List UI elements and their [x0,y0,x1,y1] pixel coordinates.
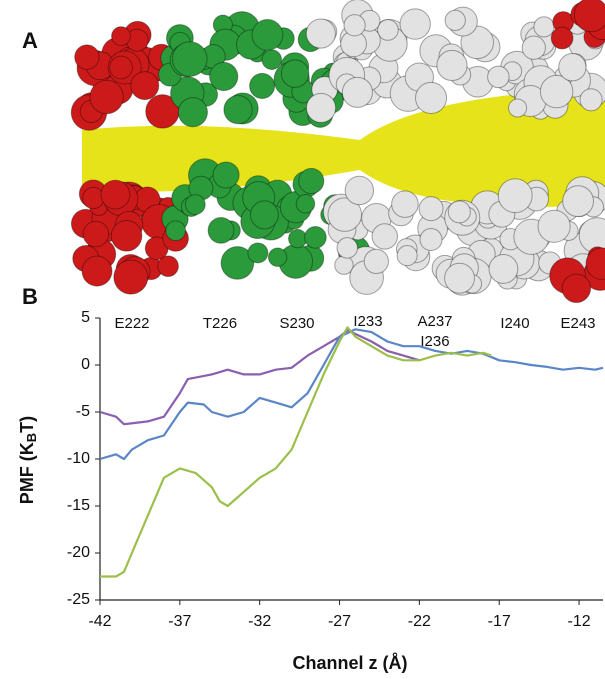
y-axis-title: PMF (KBT) [17,416,40,504]
atom [268,248,286,266]
atom [416,82,447,113]
atom [296,195,315,214]
pmf-line [100,329,603,459]
y-tick-label: -15 [67,497,90,514]
atom [563,186,594,217]
panel-label: B [22,284,38,309]
atom [83,187,104,208]
atom [437,50,467,80]
atom [378,20,399,41]
atom [345,176,373,204]
atom [131,72,159,100]
y-axis-title-sub: B [24,433,39,442]
atom [498,179,532,213]
atom [299,168,324,193]
atom [112,27,131,46]
atom [534,17,554,37]
atom [562,274,590,302]
y-tick-label: -5 [76,403,90,420]
atom [75,45,99,69]
y-tick-label: 5 [81,309,90,326]
x-tick-label: -22 [408,613,431,630]
atom [420,229,442,251]
residue-label: S230 [279,315,314,332]
atom [419,197,443,221]
atom [110,56,133,79]
atom [364,249,388,273]
x-tick-label: -37 [168,613,191,630]
atom [574,0,605,32]
atom [185,195,205,215]
atom [397,246,417,266]
atom [83,221,108,246]
atom [344,15,365,36]
atom [251,201,279,229]
atom [172,42,207,77]
atom [538,210,570,242]
atom [114,260,148,294]
atom [166,221,186,241]
atom [489,255,518,284]
atom [262,50,282,70]
residue-label: E243 [560,315,595,332]
y-tick-label: 0 [81,356,90,373]
y-axis-title-part: T) [17,416,37,433]
atom [400,9,430,39]
y-tick-label: -25 [67,591,90,608]
pmf-line [100,330,419,424]
atom [252,20,283,51]
atom [522,36,545,59]
atom [372,224,397,249]
atom [208,217,234,243]
residue-label: I233 [353,313,382,330]
atom [337,238,357,258]
atom [178,98,207,127]
atom [306,93,335,122]
atom [248,243,268,263]
residue-label: A237 [417,313,452,330]
figure: A B Channel z (Å) PMF (KBT) 50-5-10-15-2… [0,0,605,679]
atom [509,99,527,117]
atom [392,191,419,218]
x-tick-label: -27 [328,613,351,630]
atom [281,60,308,87]
atom [289,230,307,248]
molecular-render [71,0,605,303]
y-tick-label: -10 [67,450,90,467]
atom [90,80,123,113]
y-axis-title-part: PMF (K [17,442,37,504]
residue-label: I240 [500,315,529,332]
atom [488,66,509,87]
y-tick-label: -20 [67,544,90,561]
atom [445,263,475,293]
x-tick-label: -42 [88,613,111,630]
atom [559,54,586,81]
atom [445,10,465,30]
atom [306,19,335,48]
atom [101,180,130,209]
x-tick-label: -12 [567,613,590,630]
atom [250,73,275,98]
atom [551,27,573,49]
residue-label: T226 [203,315,237,332]
x-tick-label: -17 [488,613,511,630]
atom [342,77,372,107]
x-tick-label: -32 [248,613,271,630]
atom [82,256,112,286]
atom [224,96,252,124]
atom [580,89,602,111]
atom [111,220,142,251]
residue-label: E222 [114,315,149,332]
atom [448,201,470,223]
panel-label: A [22,28,38,53]
atom [305,227,327,249]
atom [210,62,238,90]
atom [213,162,239,188]
x-axis-title: Channel z (Å) [293,653,408,673]
